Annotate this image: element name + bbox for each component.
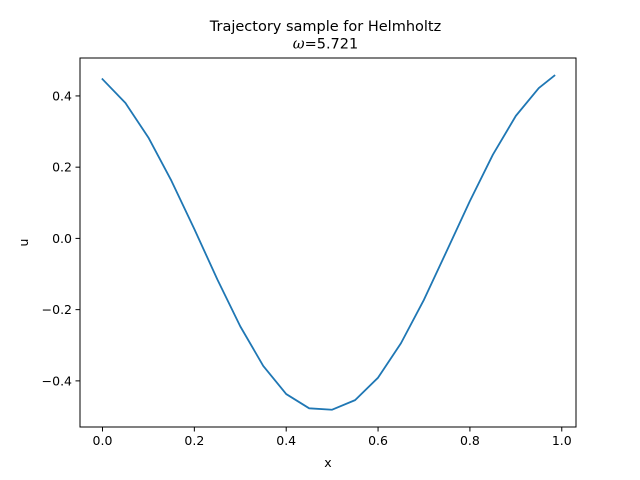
series-line	[101, 74, 556, 411]
y-axis-ticks: −0.4 −0.2 0.0 0.2 0.4	[42, 88, 80, 388]
y-tick-label: −0.2	[42, 302, 72, 317]
y-tick-label: −0.4	[42, 373, 72, 388]
y-tick-label: 0.0	[52, 231, 72, 246]
x-tick-label: 0.2	[184, 433, 204, 448]
y-tick-label: 0.4	[52, 88, 72, 103]
x-axis-ticks: 0.0 0.2 0.4 0.6 0.8 1.0	[93, 427, 572, 448]
x-tick-label: 0.6	[368, 433, 388, 448]
x-axis-label: x	[324, 455, 331, 470]
chart-subtitle: ω=5.721	[293, 37, 359, 53]
chart-title: Trajectory sample for Helmholtz	[209, 19, 441, 35]
series-layer	[101, 74, 556, 411]
y-tick-label: 0.2	[52, 160, 72, 175]
plot-frame	[79, 57, 577, 428]
omega-symbol: ω	[293, 37, 305, 53]
x-tick-label: 1.0	[552, 433, 572, 448]
x-tick-label: 0.8	[460, 433, 480, 448]
omega-value: =5.721	[305, 37, 359, 53]
x-tick-label: 0.0	[93, 433, 113, 448]
y-axis-label: u	[16, 239, 31, 247]
x-tick-label: 0.4	[276, 433, 296, 448]
